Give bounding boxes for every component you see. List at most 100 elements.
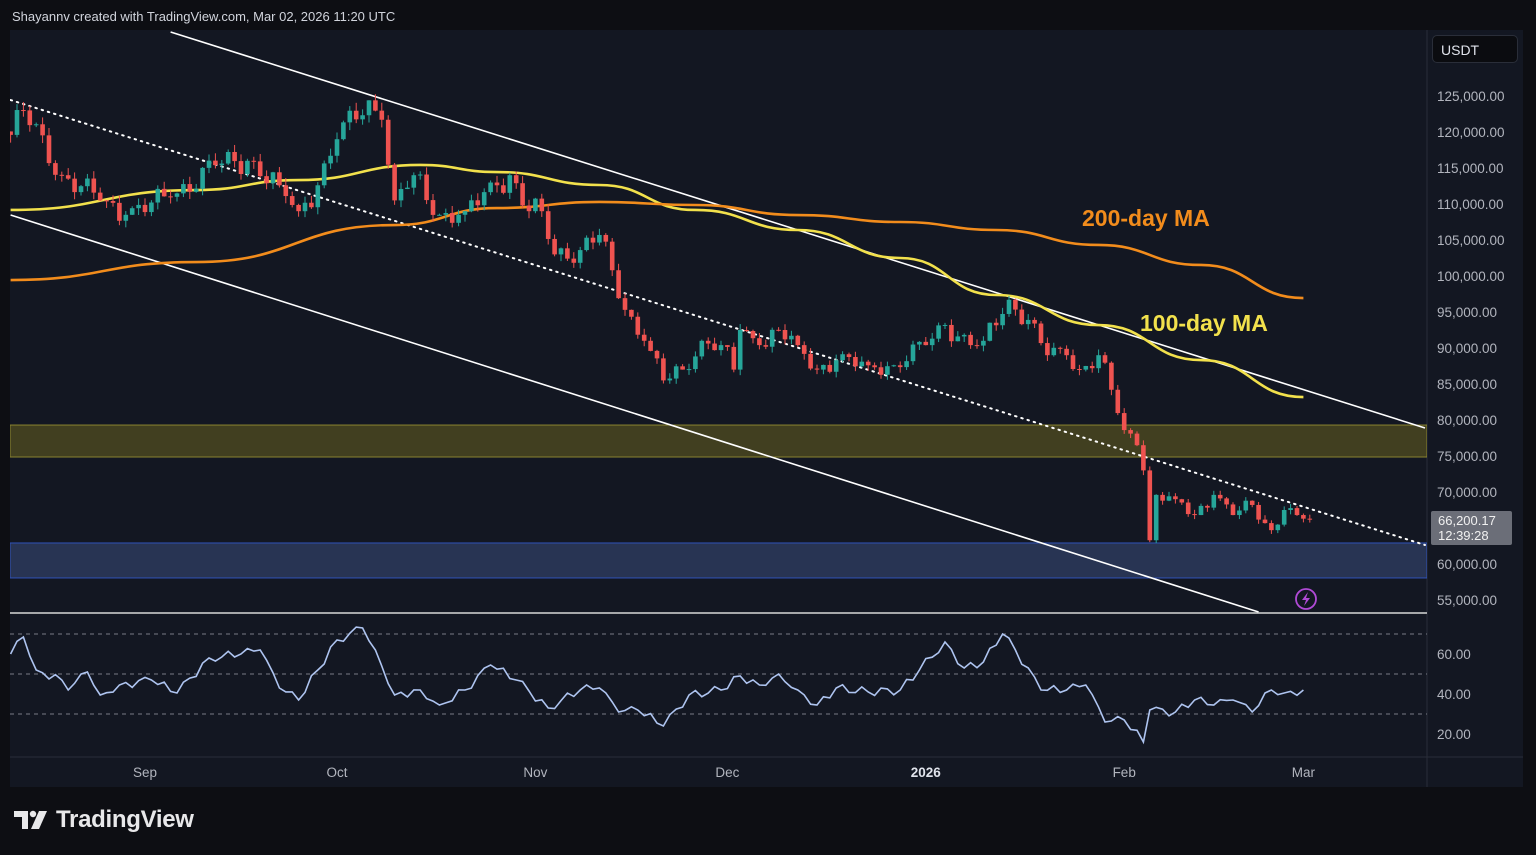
candle (1013, 298, 1018, 316)
candle (296, 203, 301, 217)
candle (1205, 504, 1210, 512)
candle (1121, 408, 1127, 434)
candle (53, 160, 58, 181)
candle-body (97, 192, 103, 201)
candle (104, 199, 109, 208)
candle-body (789, 335, 794, 340)
candle-body (821, 364, 826, 370)
candle-body (763, 345, 769, 347)
candle-body (1288, 508, 1293, 510)
candle-body (110, 200, 116, 203)
100-day-ma-line (10, 163, 1304, 399)
candle-body (59, 174, 65, 176)
candle (897, 361, 903, 373)
tradingview-logo[interactable]: TradingView (14, 806, 194, 834)
candle (801, 341, 807, 360)
candle (481, 188, 487, 211)
candle-body (699, 340, 705, 357)
candle-body (373, 100, 378, 111)
candle-body (21, 110, 26, 112)
price-tick-label: 80,000.00 (1437, 413, 1497, 428)
candle (1032, 317, 1037, 329)
candle (693, 351, 698, 373)
candle (1224, 496, 1229, 509)
candle (910, 340, 916, 365)
candle (213, 153, 218, 169)
candle (264, 170, 269, 190)
candle-body (462, 211, 468, 215)
candle (72, 172, 77, 200)
candle (737, 324, 743, 376)
candle-body (10, 131, 13, 135)
candle-body (411, 175, 417, 188)
candle-body (449, 213, 455, 223)
candle (1153, 494, 1159, 544)
price-tick-label: 55,000.00 (1437, 593, 1497, 608)
rsi-line (10, 626, 1304, 745)
candle (85, 173, 90, 192)
price-tick-label: 120,000.00 (1437, 125, 1505, 140)
candle-body (469, 200, 474, 212)
candle (97, 187, 103, 202)
candle (981, 336, 986, 352)
candle-body (590, 237, 596, 243)
candle (1179, 498, 1185, 505)
candle-body (40, 124, 45, 136)
candle (417, 171, 423, 180)
candle-body (507, 175, 513, 193)
candle-body (629, 309, 634, 317)
candle-body (123, 214, 129, 221)
candle-body (769, 329, 775, 347)
candle-body (328, 155, 333, 164)
candle-body (776, 329, 781, 331)
candle (1051, 342, 1057, 357)
candle-body (648, 340, 653, 351)
candle (865, 359, 871, 371)
candle (59, 171, 65, 182)
candle (245, 158, 250, 177)
candle (174, 192, 180, 202)
candle (1211, 490, 1217, 511)
rsi-tick-label: 40.00 (1437, 687, 1471, 702)
price-chart[interactable]: 125,000.00 120,000.00 115,000.00 110,000.00… (0, 0, 1536, 800)
candle (1160, 492, 1165, 505)
lightning-bolt-icon[interactable] (1295, 588, 1317, 610)
candle (750, 329, 756, 344)
zones-layer (10, 424, 1427, 579)
candle-body (14, 110, 20, 135)
candle-body (270, 172, 276, 184)
time-axis[interactable] (10, 757, 1427, 787)
rsi-tick-label: 60.00 (1437, 647, 1471, 662)
candle-body (225, 151, 231, 164)
candle (667, 373, 673, 384)
candle-body (993, 322, 999, 326)
candle-body (1025, 319, 1031, 325)
candle-body (859, 361, 865, 367)
candle-body (1173, 496, 1178, 500)
200-day-ma-line (10, 200, 1304, 300)
candle (65, 168, 71, 180)
candle-body (488, 182, 493, 193)
candle-body (1275, 524, 1281, 531)
candle (1243, 497, 1249, 514)
candle-body (1294, 508, 1300, 516)
candle-body (661, 358, 666, 381)
candle-body (65, 175, 71, 179)
candle-body (1051, 347, 1057, 356)
price-axis[interactable] (1427, 30, 1523, 787)
candle-body (456, 214, 461, 223)
candle-body (1121, 413, 1127, 431)
candle (1288, 503, 1293, 515)
candle (936, 322, 941, 343)
candle-body (1141, 445, 1146, 471)
candle (1089, 361, 1095, 373)
candle (584, 235, 589, 252)
candle (1096, 349, 1101, 373)
candle (558, 247, 564, 262)
candle-body (1185, 502, 1191, 515)
candle (1301, 513, 1306, 523)
currency-selector[interactable]: USDT (1432, 35, 1518, 63)
candle (705, 337, 711, 350)
candle-body (961, 334, 967, 337)
price-tick-label: 60,000.00 (1437, 557, 1497, 572)
